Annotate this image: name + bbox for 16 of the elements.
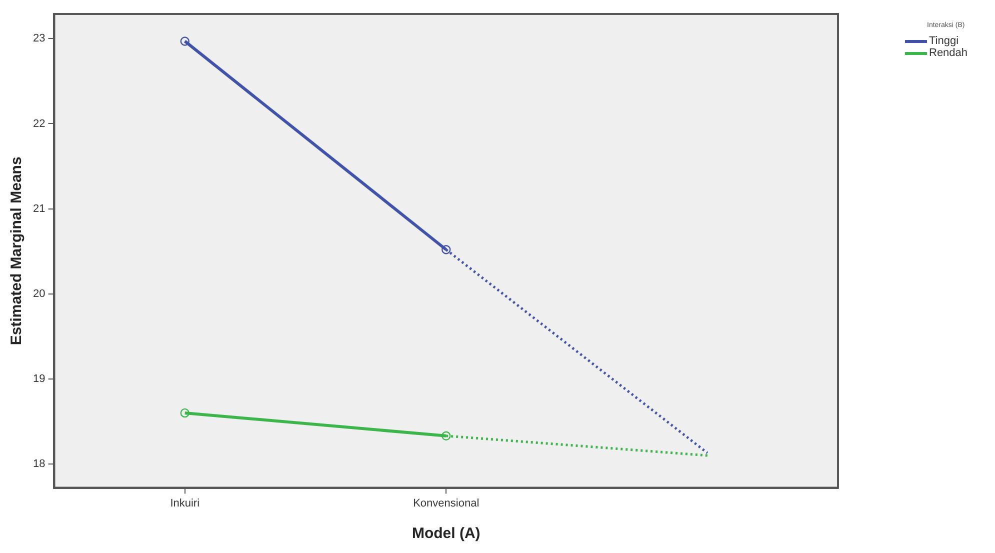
- y-tick-label: 21: [32, 202, 46, 215]
- point: [180, 36, 190, 46]
- x-tick-label: Konvensional: [413, 497, 480, 510]
- y-tick-label: 20: [32, 288, 46, 300]
- y-tick-label: 23: [32, 32, 46, 45]
- point: [442, 245, 451, 254]
- point: [180, 408, 190, 418]
- y-tick-label: 22: [32, 118, 46, 130]
- y-tick-label: 19: [32, 372, 46, 385]
- x-tick-label: Inkuiri: [170, 497, 200, 510]
- point: [442, 431, 451, 441]
- x-axis-title: Model (A): [412, 525, 480, 542]
- legend-label: Tinggi: [929, 35, 959, 47]
- y-axis-title: Estimated Marginal Means: [8, 156, 26, 346]
- legend-label: Rendah: [929, 47, 968, 59]
- y-tick-label: 18: [32, 458, 46, 470]
